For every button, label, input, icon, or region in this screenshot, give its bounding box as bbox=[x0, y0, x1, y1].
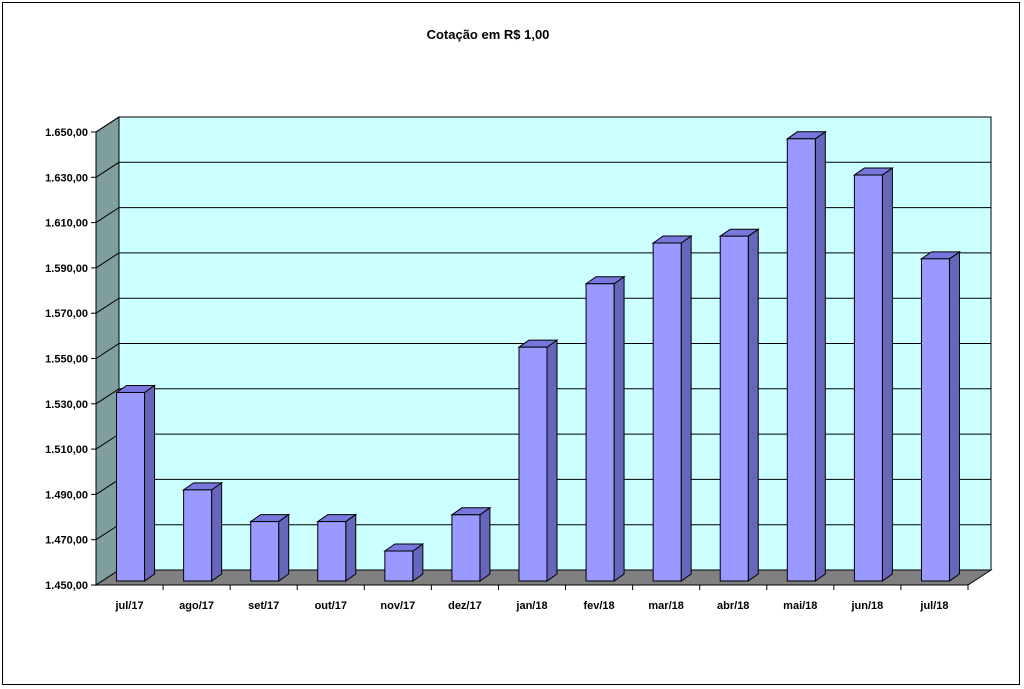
x-axis-ticks: jul/17 ago/17 set/17 out/17 nov/17 dez/17 jan/… bbox=[96, 584, 969, 612]
y-tick-label: 1.510,00 bbox=[45, 444, 88, 456]
y-tick-label: 1.530,00 bbox=[45, 399, 88, 411]
gridline bbox=[95, 252, 991, 269]
gridline bbox=[95, 388, 991, 405]
bar bbox=[114, 384, 157, 582]
bar bbox=[517, 339, 559, 582]
bar bbox=[316, 513, 358, 582]
bar bbox=[651, 235, 693, 582]
bar bbox=[450, 506, 492, 582]
bar-front bbox=[384, 550, 414, 582]
y-tick-label: 1.490,00 bbox=[45, 489, 88, 501]
chart-title: Cotação em R$ 1,00 bbox=[427, 27, 550, 42]
bar-front bbox=[920, 258, 950, 582]
bar-side bbox=[881, 167, 893, 582]
x-tick-label: fev/18 bbox=[583, 600, 614, 612]
y-tick-label: 1.590,00 bbox=[45, 263, 88, 275]
bar-side bbox=[948, 250, 960, 582]
x-tick-label: abr/18 bbox=[717, 600, 749, 612]
x-tick-label: out/17 bbox=[315, 600, 347, 612]
bar-side bbox=[546, 339, 558, 582]
bar-side bbox=[613, 275, 625, 582]
bar bbox=[718, 228, 760, 582]
bar bbox=[584, 275, 626, 582]
bar-side bbox=[144, 384, 156, 582]
y-tick-label: 1.570,00 bbox=[45, 308, 88, 320]
bar-front bbox=[451, 514, 481, 582]
y-tick-label: 1.470,00 bbox=[45, 535, 88, 547]
bar-side bbox=[747, 228, 759, 582]
y-tick-label: 1.550,00 bbox=[45, 354, 88, 366]
bar bbox=[919, 250, 962, 582]
x-tick-label: jul/17 bbox=[114, 600, 143, 612]
bar bbox=[249, 513, 291, 582]
bar-side bbox=[479, 506, 491, 582]
bar-side bbox=[278, 513, 290, 582]
y-tick-label: 1.610,00 bbox=[45, 218, 88, 230]
x-tick-label: set/17 bbox=[248, 600, 279, 612]
x-tick-label: mai/18 bbox=[783, 600, 817, 612]
bar-front bbox=[786, 138, 816, 582]
bar-front bbox=[719, 235, 749, 582]
bar-side bbox=[814, 130, 826, 582]
x-tick-label: nov/17 bbox=[380, 600, 415, 612]
x-tick-label: mar/18 bbox=[648, 600, 683, 612]
x-tick-label: dez/17 bbox=[448, 600, 482, 612]
bar bbox=[852, 167, 894, 582]
x-tick-label: ago/17 bbox=[179, 600, 214, 612]
bar-side bbox=[680, 235, 692, 582]
bar bbox=[383, 543, 425, 582]
bar-front bbox=[317, 521, 347, 582]
bar-front bbox=[853, 174, 883, 582]
bar-front bbox=[652, 242, 682, 582]
bars bbox=[114, 130, 962, 582]
y-tick-label: 1.650,00 bbox=[45, 127, 88, 139]
bar-front bbox=[518, 346, 548, 582]
bar-side bbox=[211, 481, 223, 582]
x-tick-label: jul/18 bbox=[919, 600, 948, 612]
gridline bbox=[95, 116, 991, 133]
bar-front bbox=[183, 489, 213, 582]
gridline bbox=[95, 207, 991, 224]
bar bbox=[182, 481, 224, 582]
x-tick-label: jun/18 bbox=[850, 600, 883, 612]
bar-front bbox=[250, 521, 280, 582]
bar-side bbox=[345, 513, 357, 582]
x-tick-label: jan/18 bbox=[515, 600, 547, 612]
bar bbox=[785, 130, 827, 582]
gridline bbox=[95, 161, 991, 178]
gridline bbox=[95, 297, 991, 314]
bar-front bbox=[116, 391, 146, 582]
gridline bbox=[95, 343, 991, 359]
bar-front bbox=[585, 283, 615, 582]
y-axis-ticks: 1.450,00 1.470,00 1.490,00 1.510,00 1.530,00… bbox=[45, 127, 97, 592]
y-tick-label: 1.450,00 bbox=[45, 580, 88, 592]
y-tick-label: 1.630,00 bbox=[45, 172, 88, 184]
